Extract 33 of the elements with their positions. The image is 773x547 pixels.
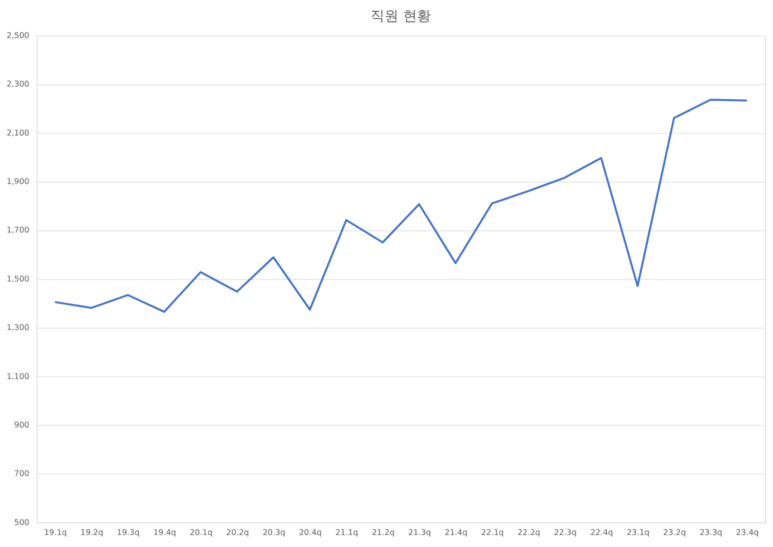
x-tick-label: 20.1q (190, 528, 212, 537)
x-tick-label: 20.4q (299, 528, 322, 537)
y-tick-label: 2,100 (6, 128, 30, 138)
x-tick-label: 23.3q (700, 528, 722, 537)
x-tick-label: 19.1q (44, 528, 67, 537)
x-tick-label: 21.4q (444, 528, 468, 537)
chart-title: 직원 현황 (370, 8, 432, 25)
x-tick-label: 23.2q (663, 528, 686, 537)
x-tick-label: 19.4q (153, 528, 176, 537)
x-tick-label: 19.2q (80, 528, 104, 537)
y-tick-label: 1,700 (6, 226, 30, 235)
y-tick-label: 2,500 (6, 31, 30, 40)
y-tick-label: 1,900 (6, 177, 30, 186)
line-series (54, 98, 748, 313)
y-tick-label: 500 (14, 518, 30, 527)
x-tick-label: 21.3q (408, 528, 431, 537)
x-tick-label: 20.3q (262, 528, 286, 537)
x-tick-label: 20.2q (226, 528, 249, 537)
x-tick-label: 19.3q (116, 528, 140, 537)
y-tick-label: 2,300 (6, 80, 30, 89)
x-tick-label: 23.4q (736, 528, 759, 537)
x-tick-label: 22.2q (517, 528, 540, 537)
x-tick-label: 22.4q (590, 528, 614, 537)
x-tick-label: 21.2q (372, 528, 395, 537)
y-tick-label: 1,500 (6, 274, 30, 284)
y-tick-label: 700 (14, 469, 30, 478)
x-tick-label: 22.1q (481, 528, 504, 537)
y-tick-label: 900 (14, 420, 30, 430)
x-tick-label: 21.1q (335, 528, 358, 537)
y-tick-label: 1,100 (6, 372, 30, 381)
x-tick-label: 23.1q (626, 528, 650, 537)
x-tick-label: 22.3q (554, 528, 577, 537)
y-tick-label: 1,300 (6, 323, 30, 332)
